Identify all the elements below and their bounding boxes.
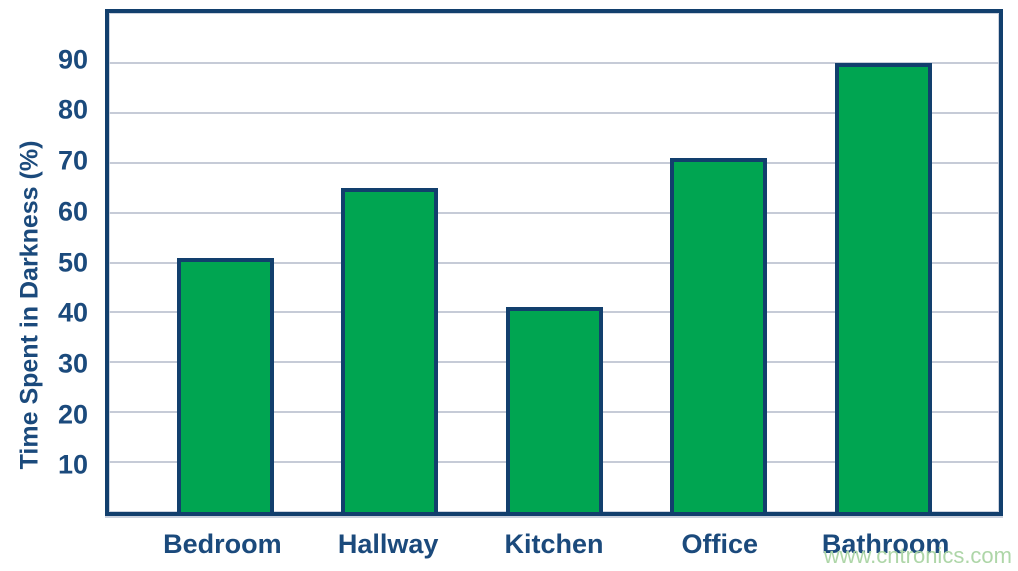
x-slot-office: Office xyxy=(671,529,768,560)
bar-kitchen xyxy=(505,307,603,512)
y-tick-20: 20 xyxy=(57,399,88,430)
y-tick-40: 40 xyxy=(57,297,88,328)
x-slot-kitchen: Kitchen xyxy=(504,528,604,560)
y-tick-70: 70 xyxy=(57,145,88,176)
gridline-90 xyxy=(109,61,999,64)
x-slot-bathroom: Bathroom xyxy=(822,529,950,560)
watermark: www.cntronics.com xyxy=(823,543,1012,568)
y-tick-10: 10 xyxy=(57,449,88,480)
gridline-80 xyxy=(109,111,999,114)
y-tick-30: 30 xyxy=(57,348,88,379)
x-slot-hallway: Hallway xyxy=(337,528,439,560)
x-label-bathroom: Bathroom xyxy=(821,528,950,559)
x-label-hallway: Hallway xyxy=(337,528,439,559)
x-label-office: Office xyxy=(681,528,759,559)
gridline-70 xyxy=(109,161,999,164)
y-axis-ticks: 10 20 30 40 50 60 70 80 90 xyxy=(0,9,88,516)
x-axis-labels: Bedroom Hallway Kitchen Office Bathroom xyxy=(105,524,1003,564)
gridline-60 xyxy=(109,211,999,214)
x-label-bedroom: Bedroom xyxy=(163,528,282,559)
y-tick-50: 50 xyxy=(57,247,88,277)
x-slot-bedroom: Bedroom xyxy=(163,529,282,560)
bars xyxy=(109,13,999,512)
plot-area xyxy=(105,9,1003,516)
bar-bedroom xyxy=(176,257,274,512)
y-tick-80: 80 xyxy=(57,94,88,125)
x-label-kitchen: Kitchen xyxy=(504,528,604,559)
bar-office xyxy=(670,157,767,512)
y-tick-60: 60 xyxy=(57,196,88,227)
bar-hallway xyxy=(341,187,438,512)
y-tick-90: 90 xyxy=(57,44,88,75)
bar-bathroom xyxy=(834,62,932,512)
gridline-50 xyxy=(109,261,999,264)
